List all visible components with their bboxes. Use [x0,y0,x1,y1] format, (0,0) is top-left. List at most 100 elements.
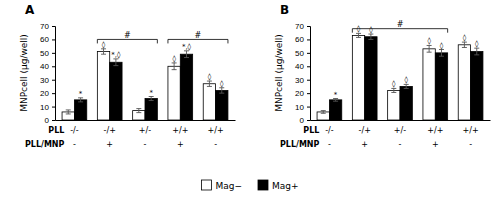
error-bar-line [464,42,465,47]
annotation: ◊ [369,26,373,34]
y-tick-mark [52,120,55,121]
category-label: + [361,140,368,149]
row-label: PLL/MNP [280,140,320,149]
category-label: - [469,140,472,149]
annotation: ◊ [427,37,431,45]
y-axis-line [307,27,311,121]
annotation: ◊ [392,80,396,88]
error-bar [172,63,177,70]
y-tick-mark [307,39,310,40]
panel-title: A [25,3,35,17]
error-bar-line [186,51,187,58]
error-bar [66,110,71,114]
legend-item: Mag+ [258,180,299,191]
y-tick-mark [307,120,310,121]
category-label: -/+ [359,126,371,135]
error-bar-cap [404,88,409,89]
error-bar-cap [136,108,141,109]
row-label: PLL/MNP [25,140,65,149]
row-label: PLL [303,126,319,135]
category-label: +/+ [208,126,224,135]
annotation: ◊ [463,34,467,42]
y-axis: 0 10 20 30 40 50 60 70 [295,22,310,125]
annotation: ◊ [102,41,106,49]
legend-item: Mag− [201,180,242,191]
error-bar-line [103,49,104,54]
error-bar [149,97,154,101]
error-bar-cap [439,56,444,57]
bar [97,52,109,120]
category-label: -/- [70,126,79,135]
error-bar-line [80,98,81,102]
category-label: +/+ [172,126,188,135]
y-tick: 70 [295,22,310,31]
error-bar-line [406,84,407,88]
bracket-label: # [397,20,404,29]
error-bar-cap [391,92,396,93]
error-bar [78,98,83,102]
y-tick-label: 10 [40,103,49,112]
x-axis-line [311,120,491,121]
category-label: - [144,140,147,149]
category-label: -/- [325,126,334,135]
error-bar-line [115,59,116,66]
annotation: * [334,91,338,99]
x-axis [311,120,491,121]
y-tick-mark [52,39,55,40]
y-tick-label: 40 [40,62,49,71]
error-bar-cap [149,100,154,101]
error-bar-cap [66,113,71,114]
bar [203,84,215,120]
y-tick-mark [52,93,55,94]
y-tick-label: 60 [40,35,49,44]
y-tick-label: 10 [295,103,304,112]
annotation: *,◊ [182,43,192,51]
error-bar-cap [101,54,106,55]
bar [400,86,412,120]
error-bar [474,48,479,55]
y-tick-label: 0 [300,116,305,125]
y-tick-label: 60 [295,35,304,44]
y-tick: 50 [40,49,55,58]
bar [216,90,228,120]
category-label: + [432,140,439,149]
error-bar-line [370,34,371,39]
annotation: *,◊ [111,51,121,59]
y-tick-label: 50 [295,49,304,58]
error-bar-cap [474,54,479,55]
error-bar-cap [462,47,467,48]
y-tick-label: 20 [40,89,49,98]
y-tick-label: 30 [295,76,304,85]
error-bar-line [476,48,477,55]
y-tick-label: 50 [40,49,49,58]
y-tick: 60 [295,35,310,44]
annotation: ◊ [357,25,361,33]
y-tick: 70 [40,22,55,31]
error-bar-line [358,33,359,37]
legend-label: Mag+ [272,181,299,191]
y-tick-label: 40 [295,62,304,71]
bar [329,100,341,120]
error-bar [391,88,396,92]
x-axis [56,120,236,121]
error-bar-cap [368,39,373,40]
category-label: +/+ [463,126,479,135]
legend-swatch [258,180,268,190]
error-bar-line [441,50,442,57]
bar [352,35,364,120]
error-bar [333,99,338,102]
annotation: ◊ [220,80,224,88]
error-bar [356,33,361,37]
error-bar-cap [184,57,189,58]
y-tick-label: 20 [295,89,304,98]
plot-area [62,49,228,120]
error-bar [439,50,444,57]
error-bar [101,49,106,54]
bar [471,52,483,120]
bracket-label: # [124,31,131,40]
error-bar-cap [356,37,361,38]
error-bar-cap [78,101,83,102]
annotation: ◊ [404,76,408,84]
bar [365,37,377,120]
annotation: * [79,90,83,98]
